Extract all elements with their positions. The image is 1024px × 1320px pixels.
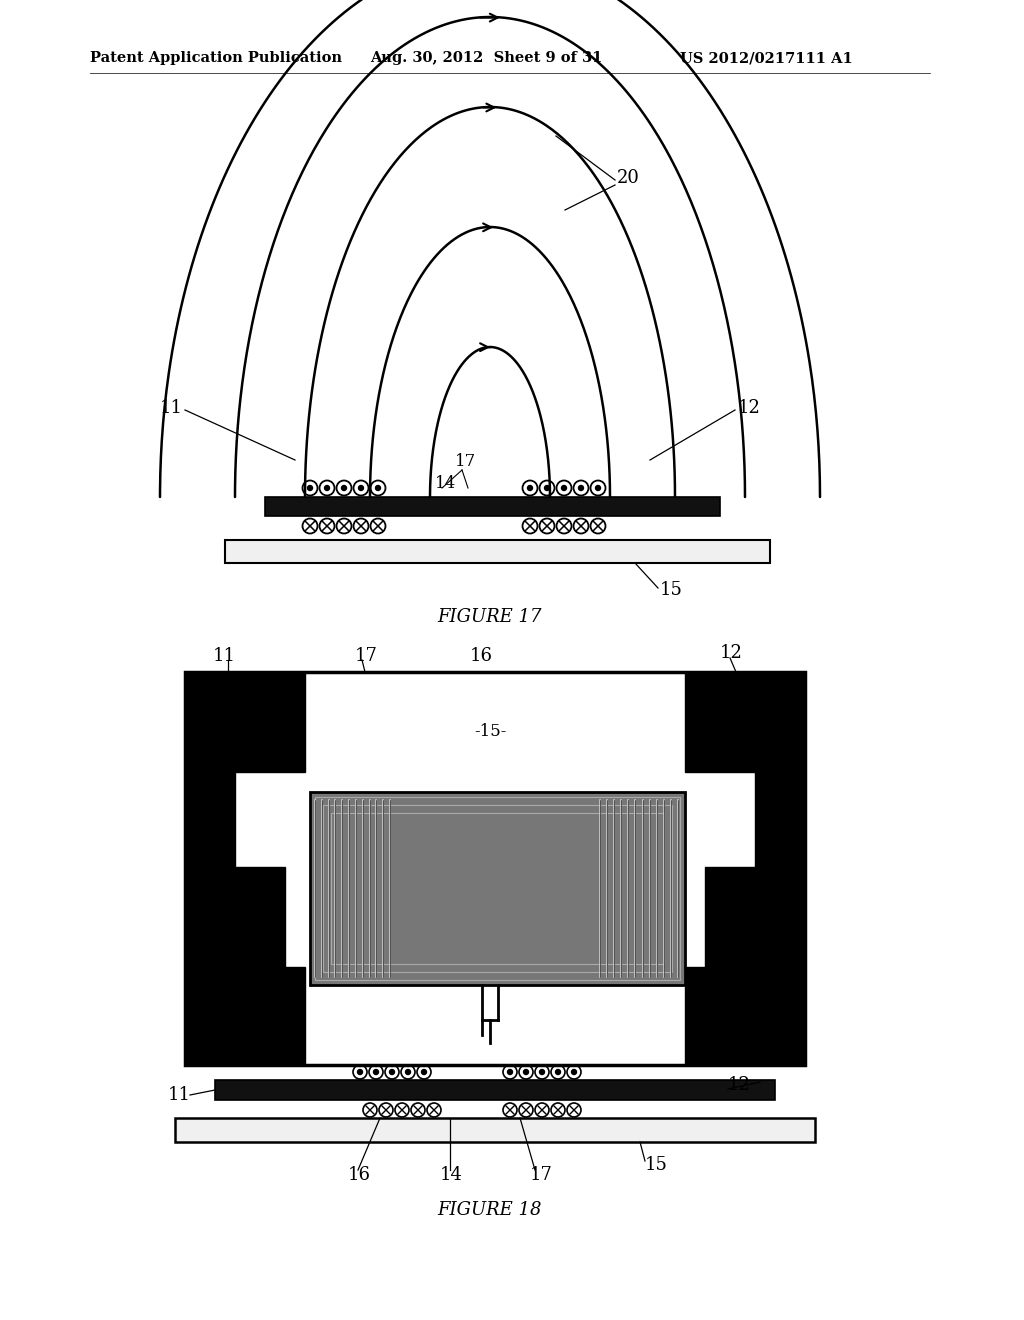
Bar xyxy=(315,797,680,979)
Bar xyxy=(705,867,755,968)
Text: 12: 12 xyxy=(728,1076,751,1094)
Bar xyxy=(310,792,685,985)
Circle shape xyxy=(527,486,532,491)
Text: 11: 11 xyxy=(160,399,183,417)
Circle shape xyxy=(422,1069,427,1074)
Text: Patent Application Publication: Patent Application Publication xyxy=(90,51,342,65)
Text: 17: 17 xyxy=(355,647,378,665)
Text: 12: 12 xyxy=(720,644,742,663)
Circle shape xyxy=(325,486,330,491)
Text: FIGURE 17: FIGURE 17 xyxy=(437,609,543,626)
Text: 17: 17 xyxy=(455,454,476,470)
Circle shape xyxy=(596,486,600,491)
Circle shape xyxy=(389,1069,394,1074)
Circle shape xyxy=(307,486,312,491)
Bar xyxy=(755,672,805,1065)
Text: -15-: -15- xyxy=(474,723,506,741)
Bar xyxy=(175,1118,815,1142)
Circle shape xyxy=(523,1069,528,1074)
Text: 16: 16 xyxy=(470,647,493,665)
Circle shape xyxy=(579,486,584,491)
Bar xyxy=(215,1080,775,1100)
Circle shape xyxy=(341,486,346,491)
Bar xyxy=(225,540,770,564)
Text: 14: 14 xyxy=(435,474,457,491)
Circle shape xyxy=(571,1069,577,1074)
Circle shape xyxy=(357,1069,362,1074)
Bar xyxy=(265,498,720,516)
Bar xyxy=(234,867,285,968)
Circle shape xyxy=(508,1069,512,1074)
Bar xyxy=(331,813,664,964)
Circle shape xyxy=(561,486,566,491)
Circle shape xyxy=(406,1069,411,1074)
Text: 11: 11 xyxy=(168,1086,191,1104)
Text: FIGURE 18: FIGURE 18 xyxy=(437,1201,543,1218)
Circle shape xyxy=(540,1069,545,1074)
Text: 17: 17 xyxy=(530,1166,553,1184)
Bar xyxy=(234,672,305,772)
Text: US 2012/0217111 A1: US 2012/0217111 A1 xyxy=(680,51,853,65)
Bar xyxy=(234,968,305,1065)
Circle shape xyxy=(358,486,364,491)
Text: 11: 11 xyxy=(213,647,236,665)
Bar xyxy=(185,672,805,1065)
Circle shape xyxy=(555,1069,560,1074)
Text: 15: 15 xyxy=(660,581,683,599)
Text: 20: 20 xyxy=(617,169,640,187)
Text: 14: 14 xyxy=(440,1166,463,1184)
Circle shape xyxy=(545,486,550,491)
Bar xyxy=(685,968,755,1065)
Circle shape xyxy=(374,1069,379,1074)
Bar xyxy=(323,805,672,972)
Bar xyxy=(185,672,234,1065)
Text: 15: 15 xyxy=(645,1156,668,1173)
Circle shape xyxy=(376,486,381,491)
Bar xyxy=(685,672,755,772)
Text: 16: 16 xyxy=(348,1166,371,1184)
Text: Aug. 30, 2012  Sheet 9 of 31: Aug. 30, 2012 Sheet 9 of 31 xyxy=(370,51,602,65)
Text: 12: 12 xyxy=(738,399,761,417)
